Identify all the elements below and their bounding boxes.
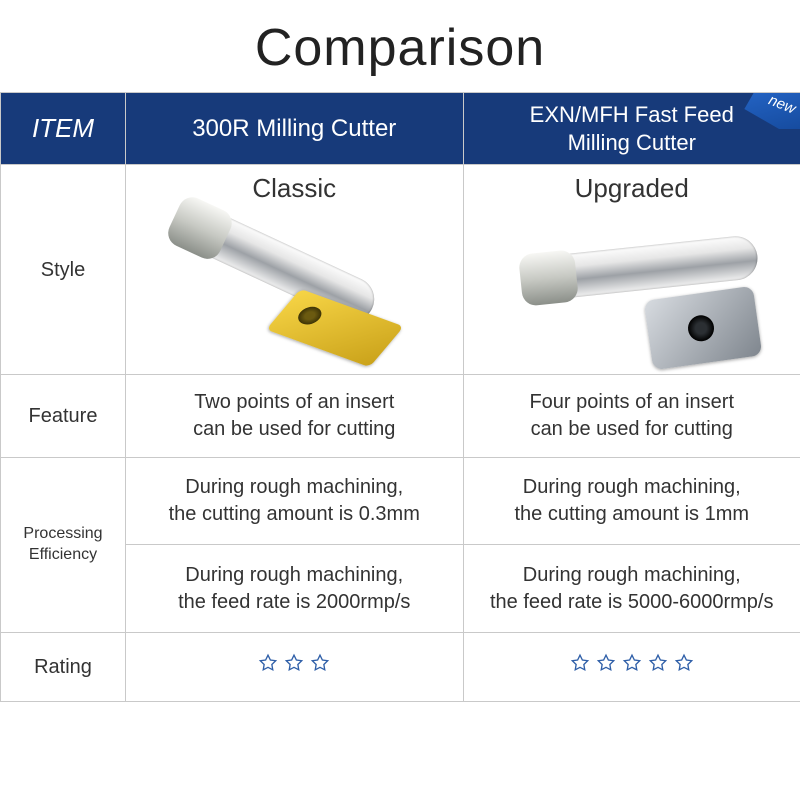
row-rating: Rating <box>1 633 800 702</box>
product-image-a <box>130 208 459 368</box>
feature-a: Two points of an insertcan be used for c… <box>126 375 464 458</box>
header-item: ITEM <box>1 93 126 165</box>
feature-b: Four points of an insertcan be used for … <box>463 375 800 458</box>
header-col-b: EXN/MFH Fast FeedMilling Cutter new <box>463 93 800 165</box>
style-cell-b: Upgraded <box>463 165 800 375</box>
comparison-table: ITEM 300R Milling Cutter EXN/MFH Fast Fe… <box>0 92 800 702</box>
star-icon <box>674 653 694 673</box>
row-processing: ProcessingEfficiency During rough machin… <box>1 458 800 633</box>
star-icon <box>596 653 616 673</box>
star-icon <box>570 653 590 673</box>
star-icon <box>622 653 642 673</box>
row-label-feature: Feature <box>1 375 126 458</box>
processing-b2: During rough machining,the feed rate is … <box>464 545 800 632</box>
processing-a1: During rough machining,the cutting amoun… <box>126 458 463 545</box>
header-col-a: 300R Milling Cutter <box>126 93 464 165</box>
row-label-rating: Rating <box>1 633 126 702</box>
product-image-b <box>468 208 797 368</box>
rating-b <box>463 633 800 702</box>
table-header-row: ITEM 300R Milling Cutter EXN/MFH Fast Fe… <box>1 93 800 165</box>
star-icon <box>310 653 330 673</box>
new-badge: new <box>734 93 800 129</box>
page-title: Comparison <box>0 0 800 92</box>
row-style: Style Classic Upgraded <box>1 165 800 375</box>
style-cell-a: Classic <box>126 165 464 375</box>
star-icon <box>648 653 668 673</box>
rating-a <box>126 633 464 702</box>
star-icon <box>258 653 278 673</box>
style-b-label: Upgraded <box>468 173 797 204</box>
gold-insert-icon <box>266 289 404 367</box>
processing-a2: During rough machining,the feed rate is … <box>126 545 463 632</box>
processing-b: During rough machining,the cutting amoun… <box>463 458 800 633</box>
steel-insert-icon <box>643 286 762 371</box>
header-col-b-text: EXN/MFH Fast FeedMilling Cutter <box>530 102 734 155</box>
processing-b1: During rough machining,the cutting amoun… <box>464 458 800 545</box>
processing-a: During rough machining,the cutting amoun… <box>126 458 464 633</box>
row-feature: Feature Two points of an insertcan be us… <box>1 375 800 458</box>
star-icon <box>284 653 304 673</box>
row-label-processing: ProcessingEfficiency <box>1 458 126 633</box>
style-a-label: Classic <box>130 173 459 204</box>
row-label-style: Style <box>1 165 126 375</box>
rating-a-stars <box>258 653 330 673</box>
rating-b-stars <box>570 653 694 673</box>
